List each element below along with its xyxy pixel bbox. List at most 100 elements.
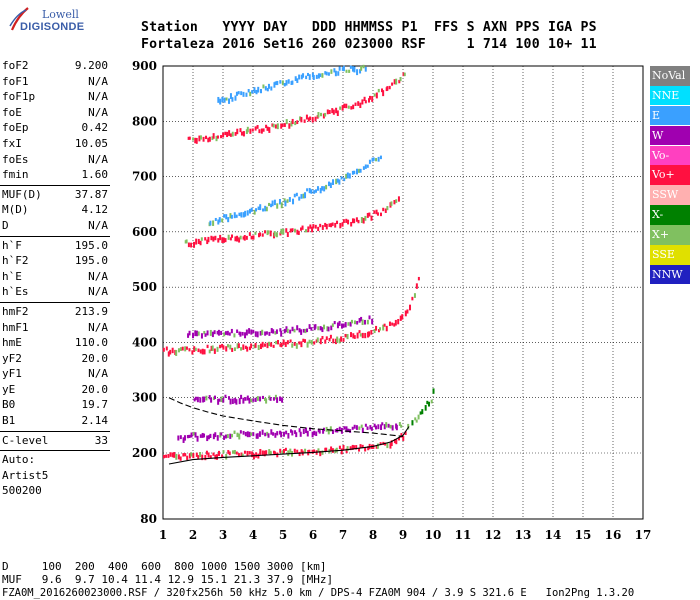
echo-point	[285, 326, 288, 333]
y-tick-label: 800	[132, 114, 157, 128]
echo-point	[238, 237, 241, 243]
echo-point	[298, 341, 301, 345]
echo-point	[391, 322, 394, 326]
echo-point	[430, 399, 433, 404]
echo-point	[344, 322, 347, 328]
echo-point	[296, 120, 299, 125]
echo-point	[411, 420, 414, 426]
echo-point	[329, 182, 332, 188]
echo-point	[296, 449, 299, 454]
echo-point	[206, 239, 209, 245]
echo-point	[393, 323, 396, 327]
echo-point	[242, 131, 245, 137]
echo-point	[306, 328, 309, 333]
y-tick-label: 700	[132, 170, 157, 184]
parameter-value: 4.12	[81, 203, 109, 217]
echo-point	[338, 320, 341, 326]
divider	[0, 430, 110, 432]
echo-point	[220, 396, 223, 403]
echo-point	[306, 430, 309, 437]
echo-point	[363, 96, 366, 102]
echo-point	[340, 427, 343, 434]
echo-point	[228, 451, 231, 456]
echo-point	[270, 203, 273, 208]
echo-point	[305, 427, 308, 434]
echo-point	[384, 442, 387, 446]
echo-point	[366, 319, 369, 325]
echo-point	[361, 332, 364, 339]
echo-point	[309, 224, 312, 229]
parameter-row: MUF(D) 37.87	[0, 187, 110, 203]
echo-point	[334, 70, 337, 77]
echo-point	[171, 347, 174, 354]
echo-point	[226, 330, 229, 336]
echo-point	[279, 396, 282, 402]
echo-point	[231, 131, 234, 137]
echo-point	[223, 435, 226, 440]
echo-point	[279, 328, 282, 332]
echo-point	[182, 437, 185, 443]
echo-point	[349, 321, 352, 327]
echo-point	[356, 320, 359, 325]
echo-point	[250, 432, 253, 436]
legend-item: W	[650, 125, 690, 146]
echo-point	[222, 237, 225, 243]
echo-point	[214, 432, 217, 438]
echo-point	[364, 447, 367, 452]
echo-point	[367, 331, 370, 338]
echo-point	[211, 331, 214, 338]
echo-point	[283, 83, 286, 87]
echo-point	[213, 330, 216, 335]
echo-point	[272, 344, 275, 348]
legend-item: X+	[650, 225, 690, 245]
echo-point	[336, 322, 339, 329]
echo-point	[399, 77, 402, 82]
echo-point	[299, 431, 302, 437]
parameter-row: foEs N/A	[0, 152, 110, 168]
echo-point	[359, 102, 362, 109]
parameter-row: h`E N/A	[0, 269, 110, 285]
echo-point	[221, 218, 224, 223]
echo-point	[207, 435, 210, 440]
echo-point	[317, 326, 320, 331]
echo-point	[360, 65, 363, 71]
parameter-value: 213.9	[74, 304, 108, 318]
parameter-row: B0 19.7	[0, 397, 110, 413]
echo-point	[252, 432, 255, 437]
echo-point	[206, 435, 209, 442]
echo-point	[380, 424, 383, 430]
echo-point	[351, 66, 354, 72]
echo-point	[321, 335, 324, 340]
echo-point	[361, 444, 364, 449]
echo-point	[371, 96, 374, 102]
echo-point	[293, 342, 296, 346]
echo-point	[177, 454, 180, 460]
echo-point	[304, 192, 307, 199]
echo-point	[255, 433, 258, 439]
echo-point	[184, 346, 187, 352]
parameter-value: 19.7	[81, 398, 109, 412]
echo-point	[331, 429, 334, 434]
echo-point	[382, 207, 385, 212]
parameter-row: h`F2 195.0	[0, 253, 110, 269]
echo-point	[358, 426, 361, 430]
echo-point	[186, 455, 189, 461]
parameter-row: foEp 0.42	[0, 120, 110, 136]
echo-point	[340, 336, 343, 342]
echo-point	[285, 430, 288, 435]
echo-point	[229, 93, 232, 99]
echo-point	[379, 327, 382, 331]
echo-point	[269, 230, 272, 237]
echo-point	[375, 92, 378, 99]
echo-point	[267, 433, 270, 438]
echo-point	[284, 341, 287, 347]
echo-point	[282, 339, 285, 345]
echo-point	[227, 217, 230, 223]
echo-point	[252, 235, 255, 240]
echo-point	[379, 212, 382, 217]
echo-point	[411, 296, 414, 301]
echo-point	[214, 217, 217, 222]
echo-point	[368, 331, 371, 337]
echo-point	[203, 433, 206, 438]
echo-point	[358, 330, 361, 334]
